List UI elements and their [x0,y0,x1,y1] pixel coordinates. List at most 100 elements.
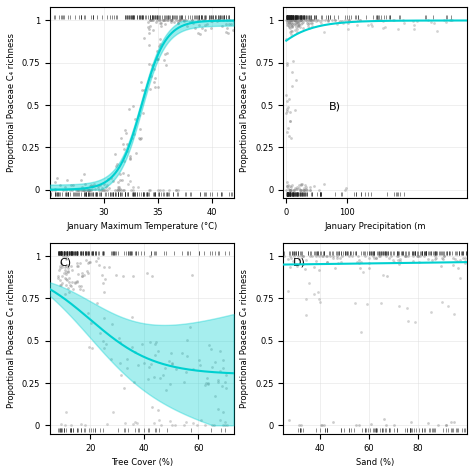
Point [286,186,294,193]
Point [291,17,299,24]
Y-axis label: Proportional Poaceae C₄ richness: Proportional Poaceae C₄ richness [240,269,249,408]
Point [382,421,389,429]
Point [461,254,469,262]
Point [307,19,314,27]
Point [144,375,152,383]
Point [102,183,109,191]
Point [410,25,418,33]
Point [325,17,332,24]
Point [313,252,320,260]
Point [292,20,300,27]
Point [438,263,445,270]
Point [219,421,227,429]
Point [294,21,302,28]
Point [57,259,65,266]
Point [287,31,294,38]
Point [167,18,175,26]
Point [114,183,122,191]
Point [172,186,179,193]
Point [96,329,104,337]
Point [286,186,294,193]
Point [410,21,418,29]
Point [289,20,296,28]
Point [119,140,127,148]
Point [109,319,116,327]
Point [80,186,88,193]
Point [288,17,295,24]
Point [66,282,73,289]
Point [181,421,188,429]
Point [285,255,292,263]
Point [198,25,206,32]
Point [204,379,211,387]
Point [153,18,160,26]
Point [430,19,438,27]
Point [207,24,215,32]
Point [287,108,294,116]
Point [376,253,384,260]
Point [130,130,137,137]
Point [456,256,464,264]
Point [291,252,298,260]
Point [286,17,294,24]
Point [191,24,199,32]
Point [374,17,382,24]
Point [292,17,299,24]
Point [285,95,292,103]
Point [307,17,315,24]
Point [172,186,180,193]
Point [306,252,314,260]
Point [100,186,108,193]
Point [315,295,323,303]
Point [56,281,64,289]
Point [310,264,318,271]
Y-axis label: Proportional Poaceae C₄ richness: Proportional Poaceae C₄ richness [240,33,249,172]
Point [283,19,291,27]
Point [461,259,469,267]
Point [305,25,313,32]
Point [114,185,122,193]
Point [438,298,446,306]
Point [301,186,308,193]
Point [144,18,152,26]
Point [299,18,306,26]
Point [296,255,303,263]
Point [196,361,203,368]
Point [91,185,99,193]
Point [137,78,145,86]
Point [55,266,63,273]
Point [345,17,353,24]
Point [146,17,154,24]
Point [84,310,91,317]
Point [74,186,82,193]
Point [413,18,420,25]
Point [145,26,153,33]
Point [57,276,64,284]
Point [131,349,139,356]
Point [155,55,162,63]
Point [222,372,229,379]
Point [292,260,300,268]
Point [331,17,338,24]
Point [63,276,70,283]
Point [148,273,155,280]
Point [202,379,210,387]
Point [297,181,305,188]
Point [292,76,300,83]
Point [321,17,329,24]
Point [407,419,415,426]
Point [219,383,226,390]
Point [433,27,441,34]
Point [442,421,449,429]
Point [152,338,160,346]
Point [308,252,316,260]
Point [149,17,156,24]
Point [300,261,307,268]
Point [306,186,314,193]
Point [317,298,324,305]
Point [84,259,92,267]
Point [329,252,337,260]
Point [124,147,131,155]
Point [288,17,296,24]
Point [450,310,457,318]
